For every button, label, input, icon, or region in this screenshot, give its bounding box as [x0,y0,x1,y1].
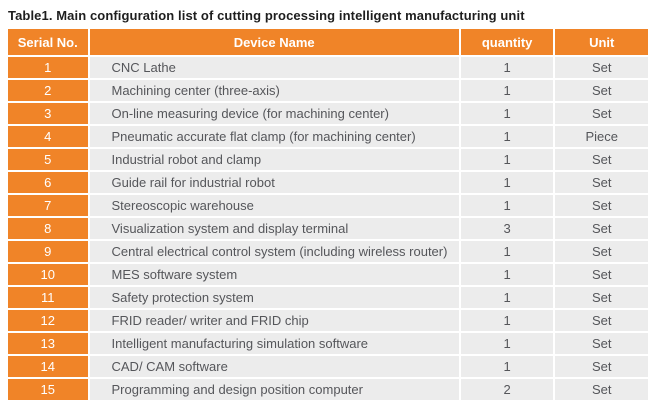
device-name-cell: Visualization system and display termina… [89,218,459,239]
unit-cell: Piece [555,126,648,147]
table-row: 14 CAD/ CAM software 1 Set [8,356,648,377]
table-row: 15 Programming and design position compu… [8,379,648,400]
quantity-cell: 1 [460,264,554,285]
device-name-cell: Guide rail for industrial robot [89,172,459,193]
serial-cell: 2 [8,80,88,101]
serial-cell: 4 [8,126,88,147]
quantity-cell: 1 [460,333,554,354]
serial-cell: 1 [8,57,88,78]
table-row: 12 FRID reader/ writer and FRID chip 1 S… [8,310,648,331]
header-row: Serial No. Device Name quantity Unit [8,29,648,55]
device-name-cell: FRID reader/ writer and FRID chip [89,310,459,331]
table-row: 2 Machining center (three-axis) 1 Set [8,80,648,101]
device-name-cell: MES software system [89,264,459,285]
header-device-name: Device Name [89,29,459,55]
quantity-cell: 1 [460,356,554,377]
quantity-cell: 1 [460,195,554,216]
device-name-cell: Safety protection system [89,287,459,308]
unit-cell: Set [555,149,648,170]
quantity-cell: 1 [460,287,554,308]
serial-cell: 11 [8,287,88,308]
device-name-cell: Pneumatic accurate flat clamp (for machi… [89,126,459,147]
unit-cell: Set [555,287,648,308]
unit-cell: Set [555,379,648,400]
header-quantity: quantity [460,29,554,55]
table-row: 13 Intelligent manufacturing simulation … [8,333,648,354]
serial-cell: 14 [8,356,88,377]
device-name-cell: Intelligent manufacturing simulation sof… [89,333,459,354]
unit-cell: Set [555,172,648,193]
device-name-cell: CAD/ CAM software [89,356,459,377]
unit-cell: Set [555,57,648,78]
quantity-cell: 1 [460,172,554,193]
device-name-cell: Machining center (three-axis) [89,80,459,101]
table-row: 8 Visualization system and display termi… [8,218,648,239]
configuration-table: Serial No. Device Name quantity Unit 1 C… [6,27,650,402]
quantity-cell: 1 [460,149,554,170]
quantity-cell: 1 [460,310,554,331]
unit-cell: Set [555,218,648,239]
table-row: 10 MES software system 1 Set [8,264,648,285]
device-name-cell: Industrial robot and clamp [89,149,459,170]
serial-cell: 15 [8,379,88,400]
quantity-cell: 2 [460,379,554,400]
quantity-cell: 1 [460,80,554,101]
unit-cell: Set [555,241,648,262]
header-serial-no: Serial No. [8,29,88,55]
table-row: 1 CNC Lathe 1 Set [8,57,648,78]
quantity-cell: 1 [460,241,554,262]
unit-cell: Set [555,264,648,285]
device-name-cell: Programming and design position computer [89,379,459,400]
unit-cell: Set [555,356,648,377]
serial-cell: 13 [8,333,88,354]
serial-cell: 12 [8,310,88,331]
device-name-cell: Stereoscopic warehouse [89,195,459,216]
unit-cell: Set [555,103,648,124]
unit-cell: Set [555,195,648,216]
table-body: 1 CNC Lathe 1 Set 2 Machining center (th… [8,57,648,400]
table-row: 5 Industrial robot and clamp 1 Set [8,149,648,170]
serial-cell: 3 [8,103,88,124]
unit-cell: Set [555,80,648,101]
serial-cell: 8 [8,218,88,239]
quantity-cell: 1 [460,103,554,124]
table-row: 6 Guide rail for industrial robot 1 Set [8,172,648,193]
serial-cell: 10 [8,264,88,285]
header-unit: Unit [555,29,648,55]
serial-cell: 5 [8,149,88,170]
device-name-cell: Central electrical control system (inclu… [89,241,459,262]
table-row: 9 Central electrical control system (inc… [8,241,648,262]
serial-cell: 7 [8,195,88,216]
table-row: 7 Stereoscopic warehouse 1 Set [8,195,648,216]
table-title: Table1. Main configuration list of cutti… [8,8,525,23]
unit-cell: Set [555,310,648,331]
unit-cell: Set [555,333,648,354]
serial-cell: 9 [8,241,88,262]
table-row: 4 Pneumatic accurate flat clamp (for mac… [8,126,648,147]
quantity-cell: 3 [460,218,554,239]
device-name-cell: CNC Lathe [89,57,459,78]
quantity-cell: 1 [460,57,554,78]
quantity-cell: 1 [460,126,554,147]
table-row: 11 Safety protection system 1 Set [8,287,648,308]
serial-cell: 6 [8,172,88,193]
device-name-cell: On-line measuring device (for machining … [89,103,459,124]
table-row: 3 On-line measuring device (for machinin… [8,103,648,124]
